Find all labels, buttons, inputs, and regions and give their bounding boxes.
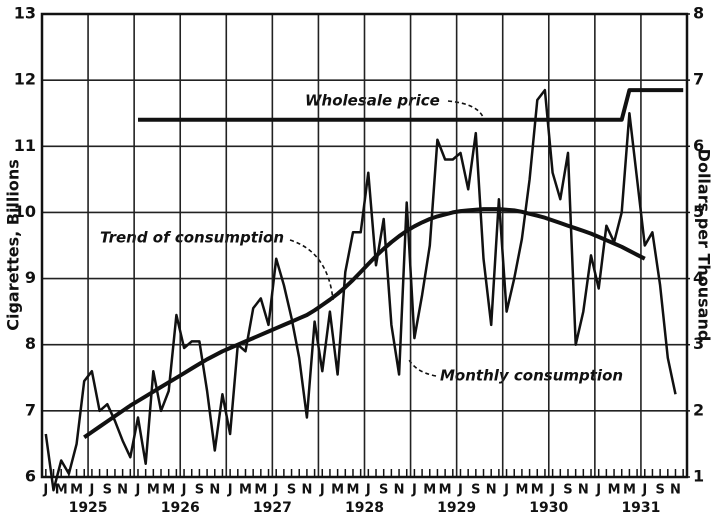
monthly-arrow [407, 357, 437, 377]
x-tick-label: N [209, 483, 220, 498]
x-tick-label: M [70, 483, 83, 498]
series-line [138, 88, 684, 122]
y-tick-label: 8 [25, 334, 36, 353]
y-tick-label: 10 [14, 202, 36, 221]
x-tick-label: J [503, 483, 509, 498]
y2-tick-label: 8 [693, 4, 704, 23]
y-tick-label: 6 [25, 467, 36, 486]
price-annotation: Wholesale price [305, 92, 440, 110]
x-tick-label: J [411, 483, 417, 498]
y-axis-label: Cigarettes, Billions [4, 159, 23, 331]
y2-tick-label: 7 [693, 70, 704, 89]
year-label: 1931 [621, 500, 660, 516]
y-tick-label: 7 [25, 400, 36, 419]
y-tick-label: 13 [14, 4, 36, 23]
x-tick-label: M [254, 483, 267, 498]
x-tick-label: S [563, 483, 572, 498]
x-tick-label: M [331, 483, 344, 498]
year-label: 1928 [345, 500, 384, 516]
x-tick-label: J [42, 483, 48, 498]
y2-tick-label: 2 [693, 400, 704, 419]
series-line [83, 207, 646, 439]
x-tick-label: J [549, 483, 555, 498]
x-tick-label: M [423, 483, 436, 498]
x-tick-label: N [394, 483, 405, 498]
x-tick-label: M [439, 483, 452, 498]
x-tick-label: J [457, 483, 463, 498]
y2-tick-label: 6 [693, 136, 704, 155]
y-tick-label: 9 [25, 268, 36, 287]
x-tick-label: S [379, 483, 388, 498]
x-tick-label: N [578, 483, 589, 498]
x-tick-label: J [181, 483, 187, 498]
x-tick-label: J [135, 483, 141, 498]
x-tick-label: M [347, 483, 360, 498]
year-label: 1927 [253, 500, 292, 516]
x-tick-label: N [670, 483, 681, 498]
x-tick-label: J [641, 483, 647, 498]
series-line [44, 88, 677, 492]
year-label: 1930 [529, 500, 568, 516]
y2-axis-label: Dollars per Thousand [695, 149, 713, 342]
x-tick-label: S [287, 483, 296, 498]
x-tick-label: M [55, 483, 68, 498]
x-tick-label: J [227, 483, 233, 498]
x-tick-label: S [103, 483, 112, 498]
x-tick-label: N [301, 483, 312, 498]
y-tick-label: 11 [14, 136, 36, 155]
y2-tick-label: 3 [693, 334, 704, 353]
x-tick-label: J [365, 483, 371, 498]
year-label: 1926 [161, 500, 200, 516]
x-tick-label: N [486, 483, 497, 498]
x-tick-label: M [239, 483, 252, 498]
plot-frame [40, 12, 689, 479]
y2-tick-label: 4 [693, 268, 704, 287]
x-tick-label: M [162, 483, 175, 498]
x-tick-label: M [608, 483, 621, 498]
x-tick-label: M [623, 483, 636, 498]
x-tick-label: J [88, 483, 94, 498]
x-tick-label: M [531, 483, 544, 498]
x-tick-label: S [471, 483, 480, 498]
x-tick-label: J [595, 483, 601, 498]
price-arrow [447, 100, 485, 121]
year-label: 1925 [69, 500, 108, 516]
x-tick-label: S [195, 483, 204, 498]
trend-annotation: Trend of consumption [100, 229, 284, 247]
monthly-annotation: Monthly consumption [440, 367, 623, 385]
y2-tick-label: 5 [693, 202, 704, 221]
x-tick-label: S [655, 483, 664, 498]
x-tick-label: J [319, 483, 325, 498]
x-tick-label: M [515, 483, 528, 498]
x-tick-label: N [117, 483, 128, 498]
x-tick-label: M [147, 483, 160, 498]
y2-tick-label: 1 [693, 467, 704, 486]
year-label: 1929 [437, 500, 476, 516]
x-tick-label: J [273, 483, 279, 498]
trend-arrow [289, 239, 334, 301]
y-tick-label: 12 [14, 70, 36, 89]
